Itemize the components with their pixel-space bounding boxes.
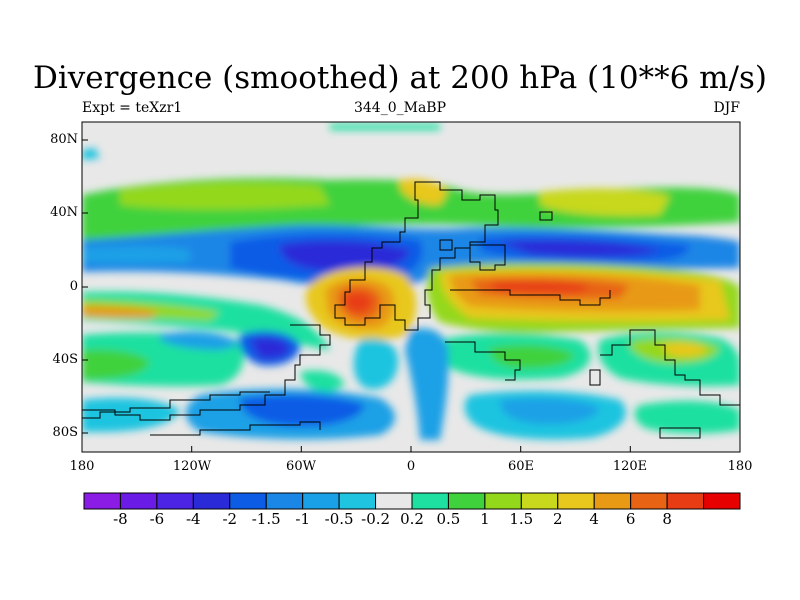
colorbar-swatch	[338, 492, 377, 510]
y-tick-marks	[82, 139, 88, 434]
colorbar-swatch	[630, 492, 668, 510]
divergence-field	[82, 122, 740, 452]
colorbar-swatch	[192, 492, 231, 510]
colorbar-label: -0.2	[361, 510, 391, 528]
colorbar-swatch	[484, 492, 522, 510]
colorbar-label: 8	[662, 510, 672, 528]
colorbar-swatch	[520, 492, 559, 510]
period-label: 344_0_MaBP	[353, 100, 447, 116]
colorbar-label: -8	[113, 510, 128, 528]
colorbar-label: -0.5	[324, 510, 354, 528]
colorbar-swatch	[265, 492, 304, 510]
season-label: DJF	[713, 100, 740, 116]
colorbar-label: -1	[295, 510, 310, 528]
x-tick-label: 120W	[172, 459, 212, 474]
y-tick-label: 40S	[52, 352, 78, 367]
colorbar-swatch	[447, 492, 486, 510]
colorbar-label: -2	[222, 510, 238, 528]
y-tick-label: 40N	[50, 205, 78, 220]
map-title: Divergence (smoothed) at 200 hPa (10**6 …	[33, 60, 767, 96]
colorbar-swatch	[557, 492, 595, 510]
colorbar-label: 0.5	[436, 510, 461, 528]
colorbar-swatch	[119, 492, 158, 510]
x-tick-label: 120E	[612, 459, 648, 474]
colorbar-label: 1	[480, 510, 490, 528]
colorbar-swatch	[411, 492, 449, 510]
y-tick-label: 0	[69, 279, 78, 294]
experiment-label: Expt = teXzr1	[82, 100, 183, 116]
colorbar	[83, 492, 741, 510]
colorbar-label: 4	[589, 510, 599, 528]
x-tick-label: 60W	[286, 459, 316, 474]
colorbar-swatch	[375, 492, 413, 510]
colorbar-swatch	[229, 492, 267, 510]
x-tick-label: 0	[406, 459, 416, 474]
x-tick-label: 60E	[507, 459, 535, 474]
x-tick-label: 180	[69, 459, 95, 474]
colorbar-swatch	[666, 492, 705, 510]
colorbar-label: -6	[149, 510, 165, 528]
colorbar-label: 2	[553, 510, 563, 528]
colorbar-swatch	[302, 492, 340, 510]
coastlines	[82, 181, 740, 439]
colorbar-label: 0.2	[400, 510, 424, 528]
colorbar-swatch	[593, 492, 632, 510]
colorbar-swatch	[83, 492, 121, 510]
colorbar-swatch	[703, 492, 741, 510]
colorbar-label: 1.5	[509, 510, 534, 528]
x-tick-marks	[81, 446, 741, 452]
colorbar-label: -4	[185, 510, 201, 528]
colorbar-label: 6	[625, 510, 636, 528]
y-tick-label: 80S	[52, 425, 78, 440]
colorbar-label: -1.5	[251, 510, 281, 528]
x-tick-label: 180	[727, 459, 753, 474]
y-tick-label: 80N	[50, 132, 78, 147]
colorbar-swatch	[156, 492, 194, 510]
